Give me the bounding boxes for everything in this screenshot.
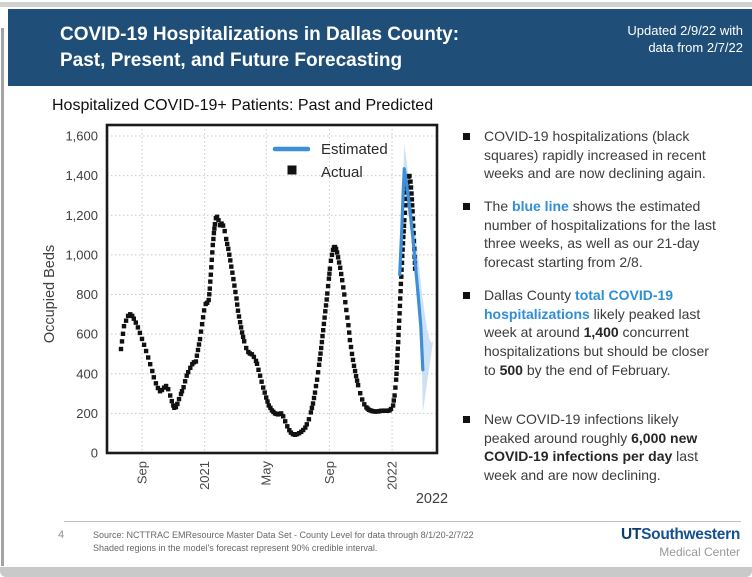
- svg-text:400: 400: [76, 366, 98, 381]
- bullet-item: COVID-19 hospitalizations (black squares…: [461, 127, 745, 183]
- bullet-square-icon: [463, 133, 470, 140]
- svg-text:Sep: Sep: [322, 461, 337, 484]
- hospitalizations-chart: Estimated Actual 0 200 400 600 800 1,000 1,200 1,…: [40, 114, 460, 518]
- bullet-square-icon: [463, 203, 470, 210]
- chart-canvas: Estimated Actual 0 200 400 600 800 1,000 1,200 1,…: [42, 123, 448, 507]
- y-axis-title: Occupied Beds: [42, 245, 58, 343]
- chart-title: Hospitalized COVID-19+ Patients: Past an…: [52, 97, 434, 114]
- logo-ut: UT: [621, 526, 642, 543]
- updated-note: Updated 2/9/22 with data from 2/7/22: [627, 23, 743, 55]
- bullet-text: Dallas County total COVID-19 hospitaliza…: [484, 287, 709, 378]
- gridlines: [107, 125, 437, 453]
- estimated-line: [398, 167, 425, 372]
- svg-text:1,400: 1,400: [65, 168, 98, 183]
- title-banner: COVID-19 Hospitalizations in Dallas Coun…: [8, 9, 752, 86]
- legend: Estimated Actual: [272, 141, 388, 181]
- legend-label-estimated: Estimated: [321, 141, 388, 158]
- window-top-strip: [0, 2, 752, 7]
- source-note: Source: NCTTRAC EMResource Master Data S…: [93, 530, 474, 553]
- bullet-square-icon: [463, 292, 470, 299]
- bullet-text: COVID-19 hospitalizations (black squares…: [484, 128, 706, 182]
- y-axis-labels: 0 200 400 600 800 1,000 1,200 1,400 1,600: [65, 129, 98, 461]
- plot-border: [105, 123, 439, 455]
- legend-label-actual: Actual: [321, 164, 363, 181]
- footer-divider: [64, 521, 741, 522]
- svg-text:May: May: [259, 461, 274, 486]
- page-number: 4: [58, 529, 65, 541]
- bullet-text: The blue line shows the estimated number…: [484, 198, 716, 271]
- bullet-item: The blue line shows the estimated number…: [461, 197, 745, 272]
- bullet-text: New COVID-19 infections likely peaked ar…: [484, 411, 698, 484]
- svg-text:800: 800: [76, 287, 98, 302]
- window-left-strip: [1, 28, 4, 566]
- svg-text:1,000: 1,000: [65, 247, 98, 262]
- slide-title: COVID-19 Hospitalizations in Dallas Coun…: [60, 24, 460, 71]
- window-bottom-strip: [0, 567, 752, 577]
- svg-text:600: 600: [76, 327, 98, 342]
- legend-square-swatch: [287, 165, 297, 175]
- actual-series: [118, 173, 418, 437]
- utsw-logo: UTSouthwestern Medical Center: [621, 526, 740, 559]
- bullet-item: Dallas County total COVID-19 hospitaliza…: [461, 286, 745, 380]
- svg-text:2022: 2022: [385, 461, 400, 490]
- svg-text:1,600: 1,600: [65, 129, 98, 144]
- outer-year-label: 2022: [416, 491, 448, 507]
- svg-text:0: 0: [91, 446, 98, 461]
- bullet-square-icon: [463, 416, 470, 423]
- bullet-item: New COVID-19 infections likely peaked ar…: [461, 410, 745, 485]
- svg-text:1,200: 1,200: [65, 208, 98, 223]
- logo-subtitle: Medical Center: [659, 545, 740, 559]
- x-axis-labels: Sep 2021 May Sep 2022: [135, 461, 400, 490]
- svg-text:2021: 2021: [197, 461, 212, 490]
- logo-southwestern: Southwestern: [641, 526, 740, 543]
- summary-bullets: COVID-19 hospitalizations (black squares…: [461, 0, 745, 577]
- svg-text:Sep: Sep: [135, 461, 150, 484]
- svg-text:200: 200: [76, 406, 98, 421]
